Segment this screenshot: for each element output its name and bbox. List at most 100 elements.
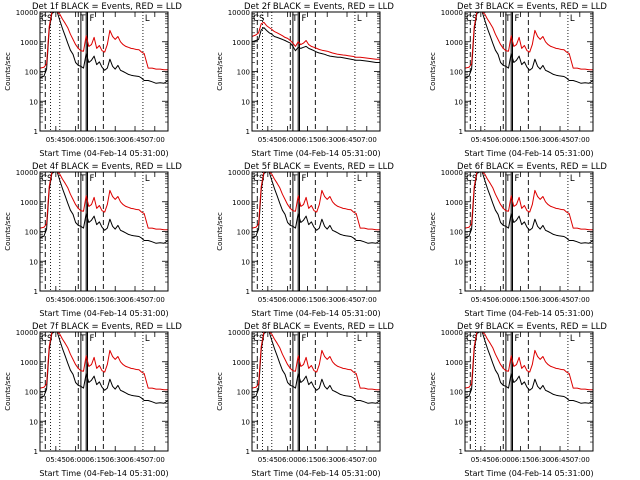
segment-label: S bbox=[472, 14, 477, 24]
y-axis-label: Counts/sec bbox=[216, 212, 224, 251]
x-tick-label: 06:00 bbox=[491, 136, 511, 144]
x-tick-label: 07:00 bbox=[145, 136, 165, 144]
segment-label: L bbox=[357, 174, 362, 184]
segment-label: F bbox=[302, 334, 307, 344]
x-tick-label: 07:00 bbox=[357, 136, 377, 144]
x-tick-label: 05:45 bbox=[46, 136, 66, 144]
x-tick-label: 07:00 bbox=[357, 296, 377, 304]
x-axis-label: Start Time (04-Feb-14 05:31:00) bbox=[251, 149, 380, 158]
segment-label: C bbox=[41, 334, 47, 344]
x-tick-label: 07:00 bbox=[570, 296, 590, 304]
events-series-line bbox=[39, 331, 169, 404]
y-axis-label: Counts/sec bbox=[4, 52, 12, 91]
x-axis-label: Start Time (04-Feb-14 05:31:00) bbox=[39, 469, 168, 478]
segment-label: L bbox=[357, 334, 362, 344]
x-axis-label: Start Time (04-Feb-14 05:31:00) bbox=[251, 309, 380, 318]
x-tick-label: 06:45 bbox=[337, 136, 357, 144]
chart-title: Det 9f BLACK = Events, RED = LLD bbox=[457, 322, 607, 332]
x-tick-label: 06:15 bbox=[85, 136, 105, 144]
x-tick-label: 06:45 bbox=[550, 296, 570, 304]
segment-label: T bbox=[291, 334, 298, 344]
x-tick-label: 06:00 bbox=[491, 456, 511, 464]
events-series-line bbox=[464, 331, 594, 404]
segment-label: F bbox=[302, 174, 307, 184]
y-tick-label: 1000 bbox=[232, 39, 250, 47]
y-tick-label: 10 bbox=[454, 98, 463, 106]
chart-panel: Det 4f BLACK = Events, RED = LLD Counts/s… bbox=[4, 162, 182, 318]
segment-label: F bbox=[515, 334, 520, 344]
x-tick-label: 06:45 bbox=[125, 136, 145, 144]
lld-series-line bbox=[464, 171, 593, 231]
plot-frame bbox=[39, 11, 169, 132]
x-tick-label: 07:00 bbox=[357, 456, 377, 464]
x-tick-label: 06:00 bbox=[66, 456, 86, 464]
segment-label: L bbox=[145, 174, 150, 184]
segment-label: L bbox=[357, 14, 362, 24]
x-tick-label: 06:45 bbox=[337, 456, 357, 464]
x-tick-label: 06:30 bbox=[105, 456, 125, 464]
lld-series-line bbox=[251, 331, 380, 391]
plot-frame bbox=[251, 171, 381, 292]
x-tick-label: 05:45 bbox=[471, 136, 491, 144]
y-tick-label: 100 bbox=[237, 69, 250, 77]
chart-panel: Det 8f BLACK = Events, RED = LLD Counts/s… bbox=[216, 322, 394, 478]
chart-panel: Det 9f BLACK = Events, RED = LLD Counts/s… bbox=[429, 322, 607, 478]
x-axis-label: Start Time (04-Feb-14 05:31:00) bbox=[39, 309, 168, 318]
x-tick-label: 06:30 bbox=[105, 136, 125, 144]
x-tick-label: 05:45 bbox=[258, 296, 278, 304]
x-tick-label: 07:00 bbox=[145, 456, 165, 464]
y-tick-label: 100 bbox=[25, 229, 38, 237]
lld-series-line bbox=[251, 171, 380, 231]
y-tick-label: 10 bbox=[241, 258, 250, 266]
events-series-line bbox=[251, 27, 380, 63]
x-tick-label: 06:30 bbox=[105, 296, 125, 304]
segment-label: C bbox=[253, 174, 259, 184]
segment-label: T bbox=[79, 174, 86, 184]
y-axis-label: Counts/sec bbox=[429, 52, 437, 91]
segment-label: S bbox=[259, 14, 264, 24]
x-tick-label: 06:30 bbox=[317, 456, 337, 464]
y-tick-label: 10 bbox=[454, 258, 463, 266]
x-axis-label: Start Time (04-Feb-14 05:31:00) bbox=[464, 149, 593, 158]
plot-frame bbox=[464, 171, 594, 292]
x-axis-label: Start Time (04-Feb-14 05:31:00) bbox=[464, 309, 593, 318]
y-tick-label: 10000 bbox=[441, 169, 463, 177]
x-tick-label: 07:00 bbox=[570, 456, 590, 464]
y-tick-label: 1 bbox=[34, 288, 38, 296]
y-tick-label: 100 bbox=[237, 229, 250, 237]
y-tick-label: 10 bbox=[29, 98, 38, 106]
segment-label: C bbox=[466, 334, 472, 344]
y-tick-label: 10000 bbox=[228, 169, 250, 177]
segment-label: T bbox=[291, 174, 298, 184]
plot-frame bbox=[464, 11, 594, 132]
plot-frame bbox=[251, 11, 381, 132]
y-tick-label: 1 bbox=[246, 448, 250, 456]
x-tick-label: 06:15 bbox=[510, 456, 530, 464]
y-tick-label: 10000 bbox=[441, 9, 463, 17]
x-tick-label: 06:45 bbox=[337, 296, 357, 304]
x-axis-label: Start Time (04-Feb-14 05:31:00) bbox=[39, 149, 168, 158]
chart-title: Det 3f BLACK = Events, RED = LLD bbox=[457, 2, 607, 12]
x-tick-label: 06:30 bbox=[530, 296, 550, 304]
chart-title: Det 2f BLACK = Events, RED = LLD bbox=[244, 2, 394, 12]
y-tick-label: 1000 bbox=[232, 359, 250, 367]
y-tick-label: 1 bbox=[459, 288, 463, 296]
chart-title: Det 7f BLACK = Events, RED = LLD bbox=[32, 322, 182, 332]
y-axis-label: Counts/sec bbox=[4, 212, 12, 251]
y-tick-label: 10000 bbox=[16, 9, 38, 17]
x-tick-label: 05:45 bbox=[258, 136, 278, 144]
y-tick-label: 10 bbox=[29, 258, 38, 266]
chart-title: Det 8f BLACK = Events, RED = LLD bbox=[244, 322, 394, 332]
chart-panel: Det 6f BLACK = Events, RED = LLD Counts/s… bbox=[429, 162, 607, 318]
events-series-line bbox=[251, 171, 381, 244]
y-tick-label: 100 bbox=[450, 389, 463, 397]
chart-title: Det 1f BLACK = Events, RED = LLD bbox=[32, 2, 182, 12]
y-tick-label: 10 bbox=[29, 418, 38, 426]
x-tick-label: 06:15 bbox=[297, 136, 317, 144]
plot-frame bbox=[464, 331, 594, 452]
x-tick-label: 06:45 bbox=[550, 456, 570, 464]
segment-label: S bbox=[259, 174, 264, 184]
segment-label: S bbox=[47, 14, 52, 24]
segment-label: S bbox=[472, 334, 477, 344]
x-tick-label: 05:45 bbox=[258, 456, 278, 464]
